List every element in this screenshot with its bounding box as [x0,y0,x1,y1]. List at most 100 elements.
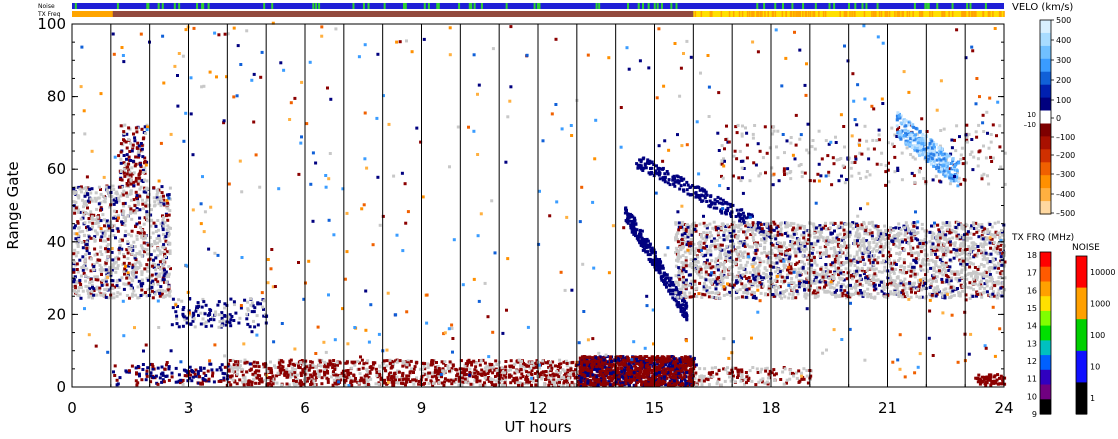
noise-strip-tick [984,3,987,9]
echo-cell [634,222,638,226]
echo-cell [83,234,86,238]
echo-cell [591,356,595,360]
echo-cell [253,325,257,329]
echo-cell [107,224,111,228]
echo-cell [132,274,136,278]
echo-cell [668,279,671,283]
echo-cell [166,224,170,228]
echo-cell [145,186,149,190]
noise-strip-tick [271,3,274,9]
echo-cell [627,365,631,369]
echo-cell [993,374,997,378]
echo-cell [193,325,197,329]
echo-cell [800,377,804,381]
echo-cell [141,168,145,172]
echo-cell [478,363,482,367]
echo-cell [412,367,416,371]
echo-cell [280,367,284,371]
echo-cell [87,295,91,299]
echo-cell [483,372,487,376]
echo-cell [134,258,138,262]
echo-cell [579,382,583,385]
echo-cell [123,272,126,276]
echo-cell [441,369,445,373]
echo-cell [470,371,473,375]
echo-cell [755,367,759,371]
txfreq-strip-tick [805,11,808,17]
echo-cell [438,368,442,372]
echo-cell [286,373,290,377]
echo-cell [783,367,787,371]
echo-cell [125,146,129,150]
echo-cell [683,378,687,382]
echo-cell [133,254,137,258]
echo-cell [601,363,605,367]
echo-cell [621,355,625,359]
echo-cell [123,174,127,178]
echo-cell [164,281,168,284]
txfreq-strip-tick [757,11,760,17]
echo-cell [317,375,321,378]
echo-cell [632,371,636,375]
echo-cell [805,369,809,372]
echo-cell [199,366,203,370]
echo-cell [103,232,107,236]
echo-cell [740,374,744,378]
echo-cell [104,295,108,299]
echo-cell [122,282,126,286]
echo-cell [386,378,390,382]
echo-cell [544,361,548,365]
echo-cell [153,292,157,296]
echo-cell [243,361,247,365]
echo-cell [429,363,433,367]
echo-cell [78,210,82,214]
echo-cell [222,376,226,380]
echo-cell [663,359,667,363]
echo-cell [387,374,391,378]
txfreq-strip-tick [804,11,807,17]
echo-cell [680,368,684,372]
echo-cell [114,270,118,274]
echo-cell [122,287,126,291]
echo-cell [106,269,110,273]
echo-cell [685,180,689,184]
txfreq-strip-tick [968,11,971,17]
echo-cell [548,367,552,371]
echo-cell [669,292,673,296]
echo-cell [280,371,284,375]
echo-cell [772,368,776,372]
echo-cell [219,368,223,372]
echo-cell [80,241,84,244]
echo-cell [157,202,161,206]
echo-cell [225,303,229,307]
echo-cell [149,374,153,378]
echo-cell [570,380,574,384]
echo-cell [235,366,239,369]
echo-cell [153,200,157,204]
echo-cell [733,380,737,384]
echo-cell [166,207,170,211]
echo-cell [305,372,309,376]
echo-cell [154,268,158,272]
txfreq-strip-tick [920,11,923,17]
echo-cell [162,194,165,198]
echo-cell [227,364,231,368]
echo-cell [631,356,635,360]
echo-cell [663,375,666,379]
echo-cell [111,279,115,283]
echo-cell [150,289,154,293]
echo-cell [199,311,203,315]
echo-cell [84,279,88,283]
echo-cell [579,383,583,387]
echo-cell [484,369,488,373]
echo-cell [646,250,649,254]
echo-cell [624,360,628,364]
echo-cell [685,363,689,367]
echo-cell [674,377,677,381]
echo-cell [122,154,126,157]
echo-cell [250,380,254,384]
echo-cell [211,374,214,378]
echo-cell [616,366,620,370]
echo-cell [220,324,224,328]
echo-cell [417,382,421,386]
